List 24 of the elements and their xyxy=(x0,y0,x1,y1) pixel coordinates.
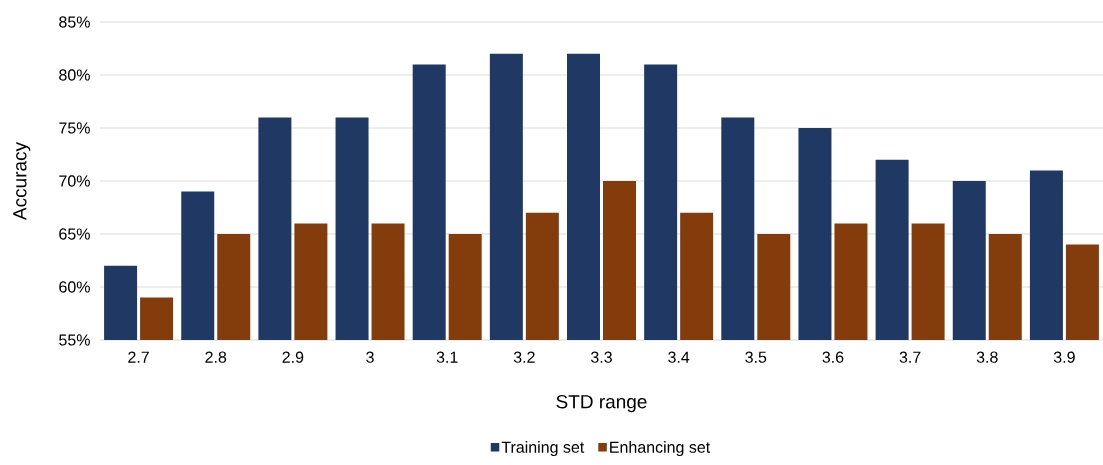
y-tick-label: 60% xyxy=(59,281,90,293)
y-tick-label: 55% xyxy=(59,334,90,346)
x-tick-label: 3.2 xyxy=(513,351,535,363)
x-tick-label: 3.4 xyxy=(668,351,690,363)
x-tick-label: 3 xyxy=(366,351,374,363)
x-tick-label: 3.3 xyxy=(590,351,612,363)
x-axis-title: STD range xyxy=(556,394,647,413)
x-tick-label: 2.7 xyxy=(128,351,149,363)
x-tick-label: 3.6 xyxy=(822,351,844,363)
y-tick-label: 85% xyxy=(59,16,90,28)
x-tick-label: 2.9 xyxy=(282,351,304,363)
legend-label: Training set xyxy=(501,441,585,457)
y-axis-title: Accuracy xyxy=(13,141,31,221)
legend-label: Enhancing set xyxy=(610,441,711,457)
x-tick-label: 2.8 xyxy=(205,351,227,363)
x-tick-label: 3.8 xyxy=(976,351,998,363)
x-tick-label: 3.5 xyxy=(745,351,767,363)
x-tick-label: 3.1 xyxy=(436,351,458,363)
x-tick-label: 3.7 xyxy=(899,351,921,363)
y-tick-label: 80% xyxy=(59,69,90,81)
x-tick-label: 3.9 xyxy=(1053,351,1075,363)
y-tick-label: 65% xyxy=(59,228,90,240)
y-tick-label: 75% xyxy=(59,122,90,134)
y-tick-label: 70% xyxy=(59,175,90,187)
